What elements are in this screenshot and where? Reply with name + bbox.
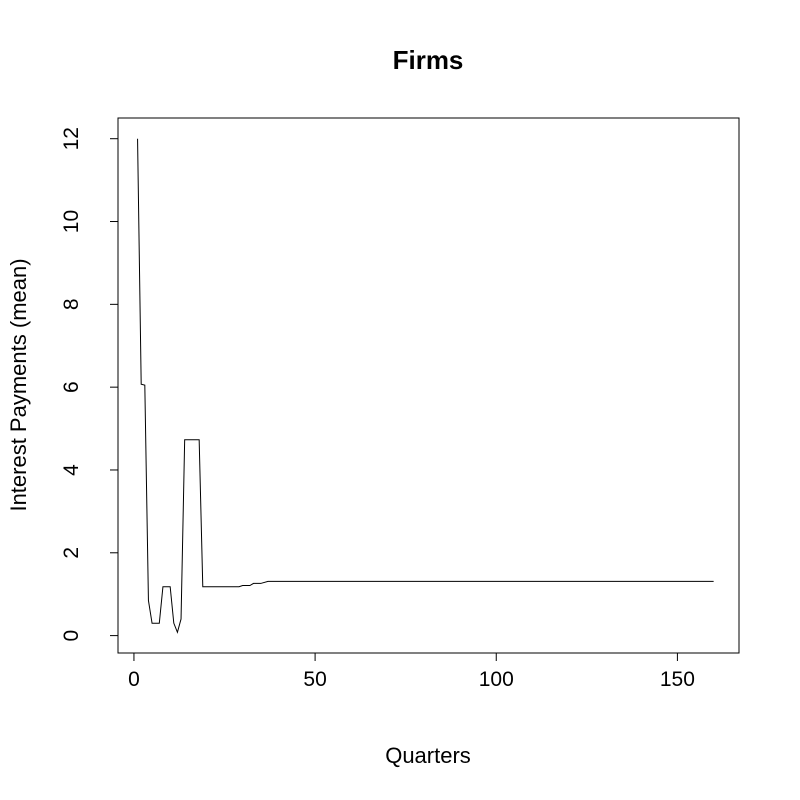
y-tick-label: 8 [60,298,83,310]
y-tick-label: 2 [60,547,83,559]
y-axis-label: Interest Payments (mean) [6,258,31,511]
y-tick-label: 0 [60,630,83,642]
series-line [137,138,714,634]
y-tick-label: 10 [60,210,83,233]
x-axis-label: Quarters [385,743,471,768]
x-axis: 0 50 100 150 [128,652,695,691]
y-tick-label: 12 [60,127,83,150]
y-tick-label: 6 [60,381,83,393]
x-tick-label: 50 [303,668,326,691]
x-tick-label: 0 [128,668,140,691]
chart-title: Firms [393,45,464,75]
x-tick-label: 150 [660,668,695,691]
plot-frame [117,117,740,654]
y-tick-label: 4 [60,464,83,476]
y-axis: 0 2 4 6 8 10 12 [60,127,119,642]
x-tick-label: 100 [479,668,514,691]
